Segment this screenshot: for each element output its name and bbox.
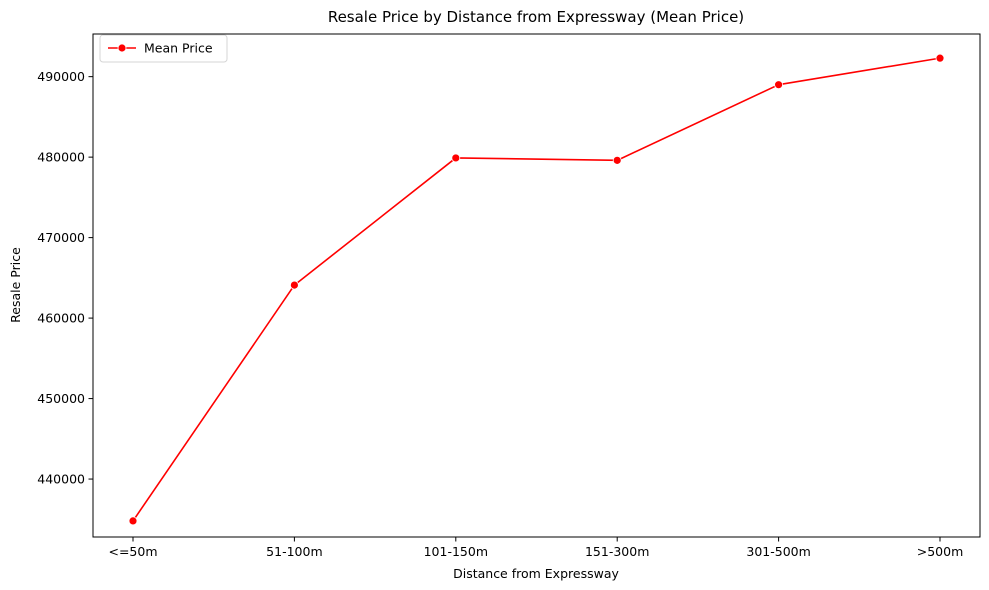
data-point bbox=[451, 153, 461, 163]
legend: Mean Price bbox=[99, 34, 228, 63]
data-point bbox=[612, 155, 622, 165]
x-tick-label: >500m bbox=[917, 544, 964, 559]
x-tick-label: 151-300m bbox=[585, 544, 649, 559]
y-tick-label: 480000 bbox=[37, 150, 85, 165]
plot-area bbox=[92, 33, 981, 538]
legend-marker-swatch bbox=[117, 43, 127, 53]
y-tick-label: 470000 bbox=[37, 230, 85, 245]
y-tick-label: 440000 bbox=[37, 472, 85, 487]
y-tick-label: 460000 bbox=[37, 311, 85, 326]
series-layer bbox=[128, 53, 945, 526]
legend-label: Mean Price bbox=[144, 41, 213, 56]
x-tick-label: 301-500m bbox=[746, 544, 810, 559]
x-tick-label: <=50m bbox=[108, 544, 157, 559]
data-point bbox=[935, 53, 945, 63]
data-point bbox=[774, 80, 783, 90]
y-tick-label: 490000 bbox=[37, 69, 85, 84]
data-point bbox=[289, 280, 299, 290]
plot-frame bbox=[92, 33, 981, 538]
x-tick-label: 51-100m bbox=[266, 544, 322, 559]
y-axis-label: Resale Price bbox=[8, 247, 23, 323]
chart-title: Resale Price by Distance from Expressway… bbox=[328, 8, 744, 26]
series-line bbox=[132, 57, 941, 522]
y-axis-ticks: 440000 450000 460000 470000 480000 490000 bbox=[37, 69, 93, 487]
y-tick-label: 450000 bbox=[37, 391, 85, 406]
x-tick-label: 101-150m bbox=[424, 544, 488, 559]
x-axis-label: Distance from Expressway bbox=[453, 566, 619, 581]
x-axis-ticks: <=50m 51-100m 101-150m 151-300m 301-500m >500… bbox=[108, 537, 963, 559]
legend-box bbox=[99, 34, 228, 63]
data-point bbox=[128, 516, 138, 526]
